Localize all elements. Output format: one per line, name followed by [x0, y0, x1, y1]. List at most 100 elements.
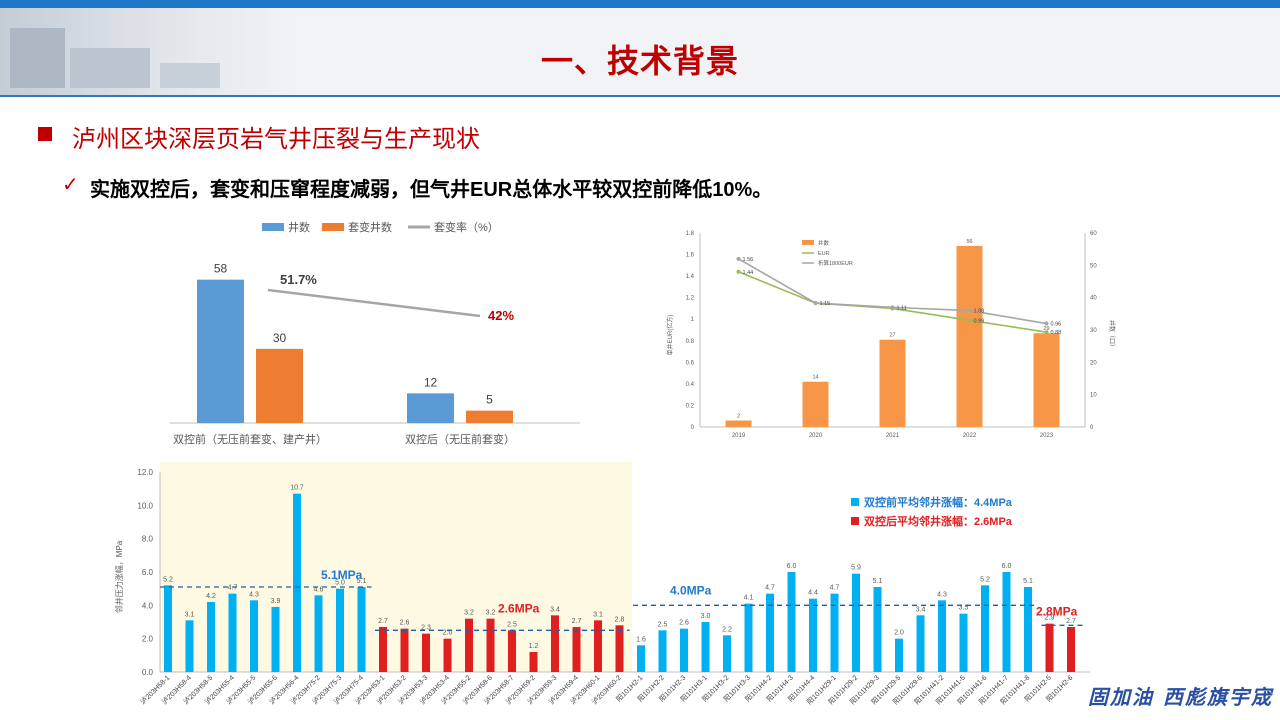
bar [293, 493, 301, 672]
bar-label: 4.6 [314, 586, 324, 593]
bar [787, 572, 796, 672]
y-tick-label: 8.0 [142, 535, 154, 544]
bar-label: 3.4 [550, 606, 560, 613]
bar-label: 4.1 [744, 595, 754, 602]
bar-label: 2.8 [615, 616, 625, 623]
bar-label: 4.2 [206, 593, 216, 600]
bar [551, 615, 559, 672]
bar-label: 2.9 [1045, 615, 1055, 622]
bar [228, 593, 237, 672]
bar [1067, 627, 1075, 672]
subtitle: 实施双控后，套变和压窜程度减弱，但气井EUR总体水平较双控前降低10%。 [90, 179, 773, 201]
bar-label: 4.4 [808, 590, 818, 597]
y-tick-label: 1.6 [686, 253, 695, 259]
line-value-label: 1.11 [897, 305, 907, 311]
bar-label: 5.1 [1023, 578, 1033, 585]
series-point [1044, 330, 1049, 335]
y-tick-label: 12.0 [137, 468, 153, 477]
bar-label: 56 [966, 239, 972, 245]
bar-label: 3.0 [701, 613, 711, 620]
bar-label: 6.0 [1002, 563, 1012, 570]
legend-label: 套变井数 [348, 220, 392, 234]
bar-label: 30 [273, 331, 287, 345]
bar [271, 607, 280, 672]
rate-label: 51.7% [280, 272, 317, 287]
average-label: 2.6MPa [498, 601, 540, 615]
bar [529, 652, 538, 672]
bar [658, 630, 667, 672]
bar [572, 627, 581, 672]
bar-well-count [725, 420, 752, 427]
bar-label: 5.2 [980, 576, 990, 583]
bar [185, 620, 194, 672]
x-category-label: 双控前（无压前套变、建产井） [173, 432, 327, 446]
bar [701, 622, 710, 672]
series-point [967, 308, 972, 313]
bar [508, 630, 516, 672]
bar-well-count [1033, 333, 1060, 427]
bar-label: 1.6 [636, 636, 646, 643]
bar-label: 10.7 [290, 485, 304, 492]
bar-label: 3.4 [916, 606, 926, 613]
header-divider [0, 95, 1280, 97]
bar [336, 588, 344, 672]
bar [486, 618, 495, 672]
bar [400, 628, 409, 672]
section-title: 泸州区块深层页岩气井压裂与生产现状 [72, 126, 480, 153]
bar-label: 5.0 [335, 580, 345, 587]
bar-label: 6.0 [787, 563, 797, 570]
bar [680, 628, 688, 672]
average-label: 2.8MPa [1036, 604, 1078, 618]
bar-label: 2.5 [658, 621, 668, 628]
bar [766, 593, 774, 672]
bar-label: 2.7 [572, 618, 582, 625]
y-tick-label: 50 [1090, 263, 1097, 269]
bar-label: 1.2 [529, 643, 539, 650]
bar-label: 3.2 [464, 610, 474, 617]
bar-label: 58 [214, 262, 228, 276]
x-tick-label: 2022 [963, 433, 977, 439]
bar [164, 585, 172, 672]
bar-well-count [197, 279, 244, 423]
bar [959, 613, 968, 672]
average-label: 4.0MPa [670, 583, 712, 597]
bar-well-count [407, 393, 454, 423]
legend-swatch [802, 240, 814, 245]
y-tick-label: 20 [1090, 360, 1097, 366]
legend-label: 井数 [818, 239, 830, 247]
bar [1002, 572, 1011, 672]
square-bullet-icon [38, 127, 52, 141]
x-category-label: 双控后（无压前套变） [405, 432, 515, 446]
bar-label: 5 [486, 393, 493, 407]
bar-well-count [956, 245, 983, 427]
bar-deformed-count [466, 410, 513, 423]
bar-label: 5.1 [873, 578, 883, 585]
bar-well-count [879, 339, 906, 427]
y-tick-label: 0.4 [686, 382, 695, 388]
bar [852, 573, 860, 672]
checkmark-icon: ✓ [62, 174, 79, 196]
bar-label: 2.6 [679, 620, 689, 627]
bar [1045, 623, 1054, 672]
x-tick-label: 2020 [809, 433, 823, 439]
bar-label: 2.2 [722, 626, 732, 633]
bar [895, 638, 903, 672]
y-tick-label: 60 [1090, 231, 1097, 237]
bar-label: 3.1 [593, 611, 603, 618]
campus-photo [0, 8, 300, 96]
rate-line [267, 288, 481, 318]
y-tick-label: 0.2 [686, 403, 695, 409]
line-value-label: 1.08 [974, 309, 985, 315]
x-tick-label: 2019 [732, 433, 746, 439]
bar [873, 587, 882, 672]
chart-eur-by-year: 0 0.2 0.4 0.6 0.8 1 1.2 1.4 1.6 1.8 0 10 20 30 40 50 60 单… [666, 231, 1116, 439]
series-point [890, 305, 895, 310]
bar [357, 587, 366, 672]
bar [981, 585, 989, 672]
bar-label: 4.7 [228, 585, 238, 592]
bar-label: 2.0 [894, 630, 904, 637]
series-point [967, 318, 972, 323]
line-value-label: 0.96 [1051, 322, 1062, 328]
y-tick-label: 4.0 [142, 601, 154, 610]
